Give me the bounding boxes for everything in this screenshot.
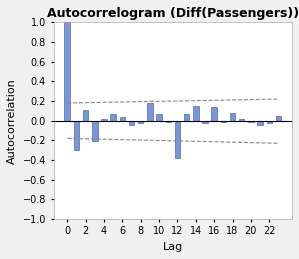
Bar <box>221 121 226 122</box>
Bar <box>129 121 134 125</box>
Title: Autocorrelogram (Diff(Passengers)): Autocorrelogram (Diff(Passengers)) <box>47 7 299 20</box>
Y-axis label: Autocorrelation: Autocorrelation <box>7 78 17 163</box>
Bar <box>138 121 144 123</box>
Bar <box>248 121 254 122</box>
Bar <box>202 121 208 123</box>
Bar <box>101 119 107 121</box>
X-axis label: Lag: Lag <box>163 242 183 252</box>
Bar <box>120 117 125 121</box>
Bar <box>83 110 88 121</box>
Bar <box>110 114 116 121</box>
Bar <box>166 121 171 122</box>
Bar <box>266 121 272 123</box>
Bar <box>276 116 281 121</box>
Bar <box>65 23 70 121</box>
Bar <box>230 113 235 121</box>
Bar <box>239 119 245 121</box>
Bar <box>175 121 180 158</box>
Bar <box>184 114 189 121</box>
Bar <box>257 121 263 125</box>
Bar <box>74 121 79 150</box>
Bar <box>92 121 97 141</box>
Bar <box>193 106 199 121</box>
Bar <box>147 103 153 121</box>
Bar <box>156 114 162 121</box>
Bar <box>211 107 217 121</box>
